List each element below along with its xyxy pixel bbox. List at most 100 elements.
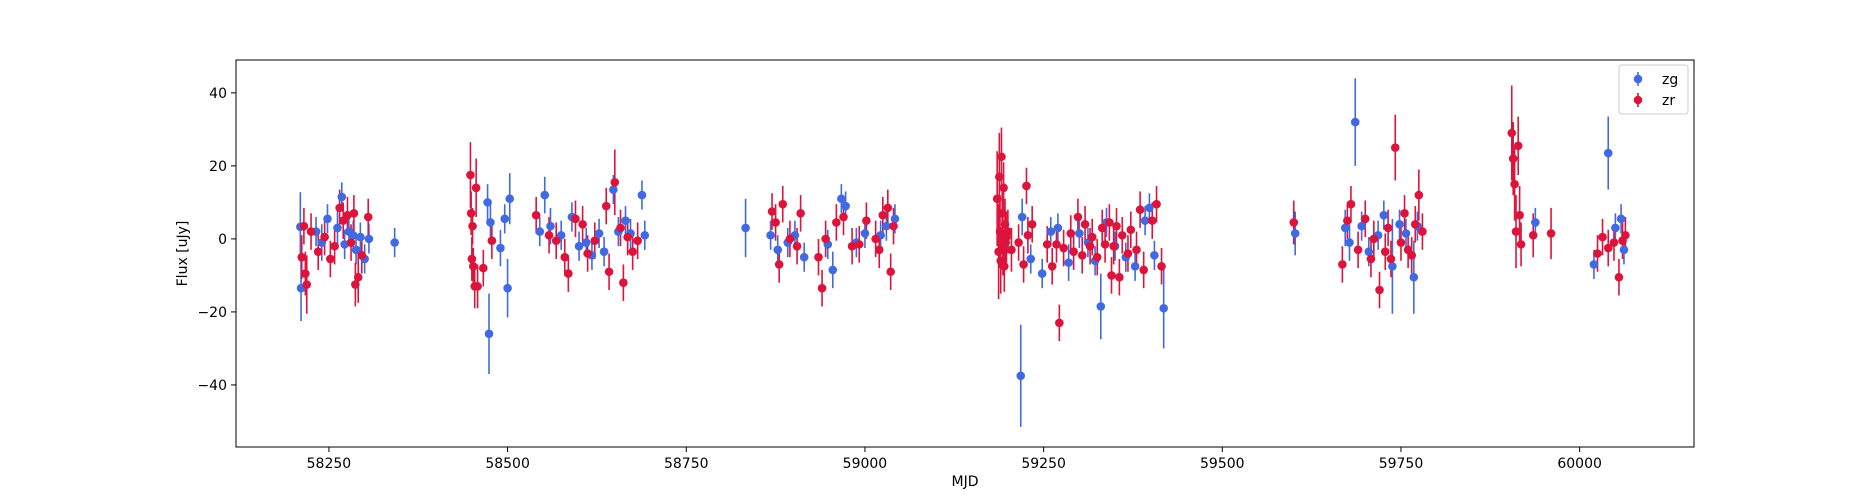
data-point-zr [1092, 252, 1102, 262]
data-point-zr [1105, 218, 1114, 227]
data-point-zr [1400, 209, 1409, 218]
legend-label-zg: zg [1662, 72, 1678, 88]
data-point-zr [792, 241, 802, 251]
data-point-zr [1338, 260, 1347, 269]
x-tick-label: 58500 [485, 456, 530, 472]
data-point-zr [299, 221, 309, 231]
data-point-zg [1401, 229, 1411, 238]
data-point-zr [1609, 238, 1619, 247]
data-point-zr [623, 232, 632, 242]
data-point-zg [1016, 371, 1026, 381]
data-point-zr [1014, 238, 1023, 247]
data-point-zr [1410, 219, 1420, 229]
data-point-zr [330, 241, 339, 251]
data-point-zr [1112, 221, 1121, 231]
data-point-zr [633, 236, 642, 246]
data-point-zr [999, 183, 1008, 193]
data-point-zg [333, 223, 342, 233]
data-point-zr [1383, 223, 1393, 233]
data-point-zr [1022, 181, 1031, 191]
data-point-zr [767, 207, 777, 216]
data-point-zr [1614, 272, 1624, 282]
data-point-zr [1077, 251, 1087, 260]
data-point-zr [1346, 199, 1356, 209]
data-point-zg [882, 221, 891, 231]
data-point-zg [599, 247, 609, 256]
data-point-zr [604, 267, 614, 277]
data-point-zg [773, 245, 783, 255]
data-point-zr [1123, 249, 1133, 258]
data-point-zr [1027, 219, 1037, 229]
data-point-zr [326, 254, 335, 264]
data-point-zg [1130, 261, 1140, 271]
y-tick-label: −20 [197, 305, 227, 321]
data-point-zg [1395, 219, 1404, 229]
data-point-zr [1100, 240, 1110, 249]
data-point-zr [1353, 245, 1363, 255]
data-point-zr [814, 252, 823, 262]
data-point-zr [1546, 229, 1556, 238]
data-point-zg [1037, 269, 1047, 278]
data-point-zr [590, 236, 600, 246]
data-point-zr [1109, 241, 1118, 251]
data-point-zr [467, 254, 477, 264]
data-point-zg [1603, 148, 1613, 158]
data-point-zg [483, 198, 492, 207]
data-point-zr [1115, 272, 1124, 282]
data-point-zr [578, 219, 587, 229]
data-point-zg [364, 234, 374, 244]
data-point-zg [348, 230, 358, 240]
data-point-zg [1150, 251, 1159, 260]
data-point-zg [356, 232, 365, 242]
data-point-zg [496, 243, 505, 253]
data-point-zr [1019, 260, 1028, 269]
data-point-zg [574, 241, 584, 251]
data-point-zr [1135, 205, 1145, 214]
data-point-zg [505, 194, 515, 204]
data-point-zr [349, 209, 359, 218]
data-point-zg [594, 229, 604, 238]
data-point-zr [628, 247, 637, 256]
y-axis-title: Flux [uJy] [175, 221, 191, 287]
data-point-zr [335, 203, 344, 213]
data-point-zr [353, 272, 363, 282]
data-point-zr [1390, 143, 1400, 152]
data-point-zr [1528, 230, 1538, 240]
data-point-zg [828, 265, 838, 275]
data-point-zg [609, 185, 618, 194]
data-point-zr [1516, 240, 1526, 249]
data-point-zr [883, 203, 893, 213]
data-point-zr [1157, 261, 1166, 271]
data-point-zg [1379, 210, 1389, 220]
data-point-zr [531, 210, 541, 220]
data-point-zr [1080, 219, 1090, 229]
data-point-zg [860, 229, 870, 238]
data-point-zr [1052, 240, 1061, 249]
data-point-zr [1508, 154, 1518, 163]
data-point-zr [889, 221, 898, 231]
data-point-zr [878, 210, 888, 220]
data-point-zr [839, 212, 848, 222]
data-point-zr [466, 170, 475, 180]
data-point-zr [1073, 212, 1083, 222]
data-point-zr [320, 232, 329, 242]
data-point-zr [1366, 254, 1376, 264]
data-point-zr [796, 209, 805, 218]
data-point-zg [1026, 254, 1036, 264]
data-point-zg [640, 230, 650, 240]
data-point-zr [1152, 199, 1161, 209]
data-point-zr [997, 209, 1007, 218]
data-point-zg [556, 230, 566, 240]
data-point-zr [821, 234, 830, 244]
y-tick-label: 40 [209, 86, 227, 102]
data-point-zr [1042, 240, 1052, 249]
data-point-zr [854, 240, 864, 249]
data-point-zr [346, 238, 356, 247]
data-point-zr [774, 260, 784, 269]
data-point-zr [1598, 232, 1607, 242]
data-point-zg [621, 216, 630, 225]
data-point-zg [1616, 214, 1626, 224]
y-tick-label: −40 [197, 378, 227, 394]
data-point-zr [1510, 179, 1519, 189]
